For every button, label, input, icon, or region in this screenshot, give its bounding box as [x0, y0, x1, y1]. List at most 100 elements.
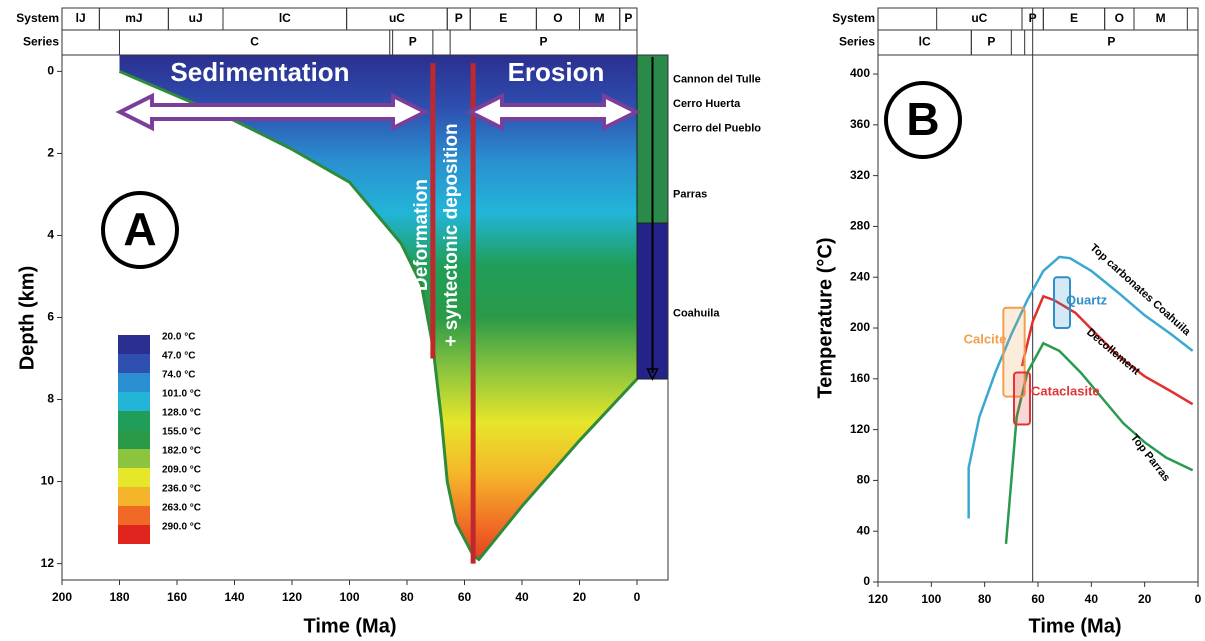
header-cell-label: P [1107, 35, 1115, 49]
header-cell-label: lC [279, 11, 291, 25]
formation-label: Parras [673, 188, 707, 200]
x-tick-label: 180 [109, 590, 129, 604]
x-tick-label: 0 [1195, 592, 1202, 606]
panel-badge [884, 81, 962, 159]
x-tick-label: 40 [1085, 592, 1099, 606]
header-label: System [832, 11, 875, 25]
formation-label: Cannon del Tulle [673, 74, 761, 86]
colorbar-swatch [118, 525, 150, 544]
y-tick-label: 2 [47, 146, 54, 160]
header-cell-label: P [455, 11, 463, 25]
x-tick-label: 120 [282, 590, 302, 604]
y-axis-title: Depth (km) [16, 266, 38, 370]
y-tick-label: 6 [47, 310, 54, 324]
header-cell-label: P [624, 11, 632, 25]
box-label: Cataclasite [1031, 383, 1100, 398]
y-tick-label: 160 [850, 371, 870, 385]
x-tick-label: 40 [515, 590, 529, 604]
y-tick-label: 400 [850, 66, 870, 80]
annotation: Deformation [411, 179, 432, 291]
colorbar-label: 128.0 °C [162, 408, 201, 419]
x-tick-label: 200 [52, 590, 72, 604]
y-tick-label: 10 [41, 474, 55, 488]
y-tick-label: 8 [47, 392, 54, 406]
colorbar-label: 20.0 °C [162, 332, 195, 343]
panel-letter: A [123, 203, 156, 255]
header-row [877, 29, 1199, 56]
x-tick-label: 120 [868, 592, 888, 606]
double-arrow [465, 92, 641, 132]
header-cell-label: O [1115, 11, 1124, 25]
x-tick-label: 100 [339, 590, 359, 604]
x-tick-label: 100 [921, 592, 941, 606]
box-label: Calcite [964, 331, 1007, 346]
header-label: Series [23, 35, 59, 49]
colorbar-label: 182.0 °C [162, 446, 201, 457]
x-tick-label: 20 [573, 590, 587, 604]
header-row [877, 7, 1199, 31]
header-cell-label: E [499, 11, 507, 25]
header-label: Series [839, 35, 875, 49]
colorbar-label: 101.0 °C [162, 389, 201, 400]
y-tick-label: 0 [47, 64, 54, 78]
colorbar-swatch [118, 335, 150, 354]
header-cell-label: lJ [76, 11, 86, 25]
colorbar-swatch [118, 373, 150, 392]
colorbar-label: 47.0 °C [162, 351, 195, 362]
x-tick-label: 60 [458, 590, 472, 604]
series-line [967, 255, 1194, 519]
header-row [61, 29, 638, 56]
y-tick-label: 360 [850, 117, 870, 131]
colorbar-label: 209.0 °C [162, 465, 201, 476]
colorbar-swatch [118, 430, 150, 449]
header-cell-label: C [250, 35, 259, 49]
formation-label: Cerro Huerta [673, 98, 741, 110]
y-tick-label: 40 [857, 523, 871, 537]
colorbar-swatch [118, 411, 150, 430]
colorbar-swatch [118, 506, 150, 525]
colorbar-label: 74.0 °C [162, 370, 195, 381]
x-axis-title: Time (Ma) [1029, 615, 1122, 637]
annotation: + syntectonic deposition [441, 123, 462, 346]
panel-badge [101, 191, 179, 269]
y-axis-title: Temperature (°C) [814, 238, 836, 399]
colorbar-label: 263.0 °C [162, 503, 201, 514]
header-cell-label: uC [389, 11, 405, 25]
basement-line [118, 70, 639, 562]
header-cell-label: lC [919, 35, 931, 49]
formation-label: Cerro del Pueblo [673, 123, 761, 135]
header-cell-label: M [595, 11, 605, 25]
colorbar-swatch [118, 392, 150, 411]
basin-fill [119, 55, 637, 560]
series-line [1004, 341, 1194, 545]
y-tick-label: 200 [850, 320, 870, 334]
header-row [61, 7, 638, 31]
colorbar-swatch [118, 468, 150, 487]
x-tick-label: 160 [167, 590, 187, 604]
x-tick-label: 80 [400, 590, 414, 604]
double-arrow [115, 92, 430, 132]
colorbar-label: 155.0 °C [162, 427, 201, 438]
x-tick-label: 0 [634, 590, 641, 604]
range-box [1013, 371, 1031, 426]
series-label: Decollement [1084, 326, 1142, 377]
header-cell-label: uJ [189, 11, 203, 25]
annotation: Sedimentation [170, 57, 349, 87]
colorbar-swatch [118, 354, 150, 373]
x-tick-label: 20 [1138, 592, 1152, 606]
panel-letter: B [906, 93, 939, 145]
colorbar-swatch [118, 487, 150, 506]
y-tick-label: 0 [863, 574, 870, 588]
x-tick-label: 80 [978, 592, 992, 606]
header-cell-label: O [553, 11, 562, 25]
y-tick-label: 240 [850, 269, 870, 283]
y-tick-label: 120 [850, 422, 870, 436]
formation-label: Coahuila [673, 307, 720, 319]
range-box [1053, 276, 1071, 330]
header-cell-label: uC [971, 11, 987, 25]
header-cell-label: P [540, 35, 548, 49]
x-tick-label: 60 [1031, 592, 1045, 606]
header-cell-label: M [1156, 11, 1166, 25]
